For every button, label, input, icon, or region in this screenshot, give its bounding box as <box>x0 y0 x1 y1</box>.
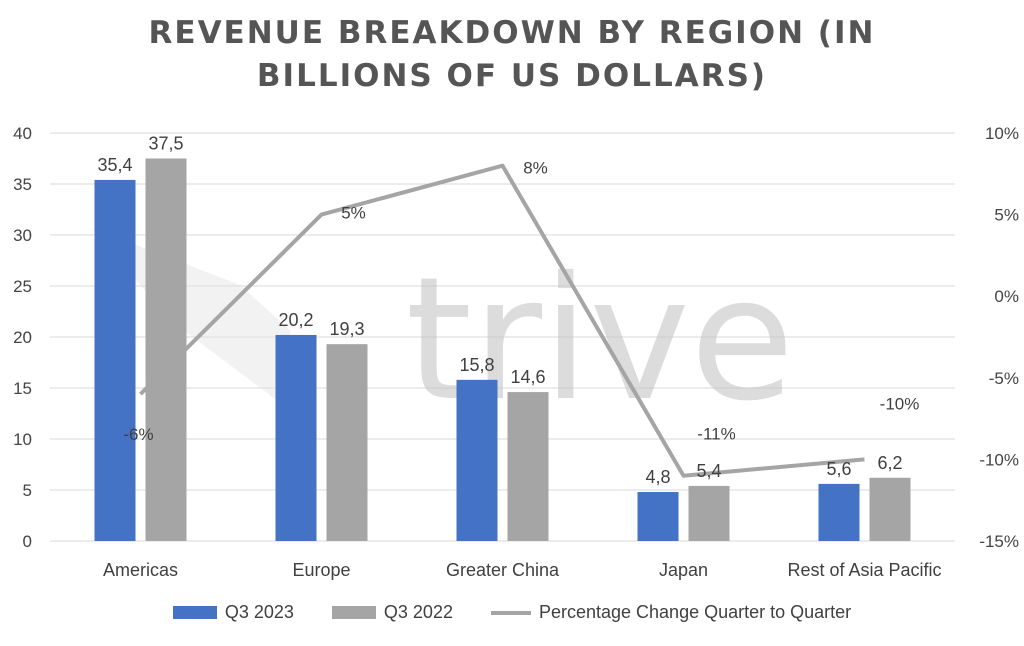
line-data-label-rest-of-asia-pacific: -10% <box>880 394 920 413</box>
x-axis-category-label: Americas <box>103 560 178 580</box>
y-axis-tick-label: 15 <box>13 379 32 398</box>
chart-title-line-1: REVENUE BREAKDOWN BY REGION (IN <box>148 15 876 51</box>
bar-q3-2022-europe <box>326 344 368 541</box>
legend-swatch-q3-2022 <box>331 606 376 619</box>
y-axis-tick-label: 40 <box>13 124 32 143</box>
bar-q3-2023-rest-of-asia-pacific <box>818 483 860 541</box>
line-data-label-japan: -11% <box>697 425 735 444</box>
data-label-q3-2022-rest-of-asia-pacific: 6,2 <box>877 453 902 473</box>
legend-item-q3-2022: Q3 2022 <box>331 602 453 623</box>
line-data-label-europe: 5% <box>341 204 366 223</box>
bar-q3-2022-japan <box>688 485 730 541</box>
data-label-q3-2023-rest-of-asia-pacific: 5,6 <box>826 459 851 479</box>
x-axis-category-label: Europe <box>292 560 350 580</box>
y-axis-tick-label: 20 <box>13 328 32 347</box>
x-axis-category-label: Japan <box>659 560 708 580</box>
line-data-label-americas: -6% <box>123 425 153 444</box>
legend: Q3 2023 Q3 2022 Percentage Change Quarte… <box>0 602 1024 623</box>
y-axis-tick-label: 10 <box>13 430 32 449</box>
legend-item-percentage-change: Percentage Change Quarter to Quarter <box>490 602 852 623</box>
legend-swatch-q3-2023 <box>172 606 217 619</box>
data-label-q3-2023-greater-china: 15,8 <box>459 355 494 375</box>
bar-q3-2022-greater-china <box>507 392 549 541</box>
y2-axis-tick-label: 0% <box>994 287 1019 306</box>
chart-title: REVENUE BREAKDOWN BY REGION (IN BILLIONS… <box>0 12 1024 98</box>
data-label-q3-2022-japan: 5,4 <box>696 461 721 481</box>
bar-q3-2023-greater-china <box>456 379 498 541</box>
bar-q3-2023-europe <box>275 334 317 541</box>
y2-axis-tick-label: -5% <box>989 369 1019 388</box>
x-axis-category-label: Rest of Asia Pacific <box>787 560 941 580</box>
y-axis-tick-label: 0 <box>23 532 32 551</box>
data-label-q3-2022-europe: 19,3 <box>329 319 364 339</box>
y-axis-tick-label: 35 <box>13 175 32 194</box>
legend-label-q3-2022: Q3 2022 <box>383 602 453 622</box>
x-axis-category-label: Greater China <box>446 560 560 580</box>
bar-q3-2023-americas <box>94 179 136 542</box>
data-label-q3-2023-americas: 35,4 <box>97 155 132 175</box>
chart-title-line-2: BILLIONS OF US DOLLARS) <box>256 58 768 94</box>
y2-axis-tick-label: 10% <box>985 124 1019 143</box>
y-axis-tick-label: 30 <box>13 226 32 245</box>
watermark-logo <box>92 228 300 418</box>
y2-axis-tick-label: -10% <box>979 450 1019 469</box>
data-label-q3-2023-europe: 20,2 <box>278 310 313 330</box>
legend-swatch-percentage-change <box>490 610 531 615</box>
line-data-label-greater-china: 8% <box>523 159 548 178</box>
y2-axis-tick-label: -15% <box>979 532 1019 551</box>
percentage-change-line <box>139 163 865 478</box>
legend-label-percentage-change: Percentage Change Quarter to Quarter <box>538 602 852 622</box>
data-label-q3-2022-greater-china: 14,6 <box>510 367 545 387</box>
bar-q3-2023-japan <box>637 492 679 541</box>
data-label-q3-2023-japan: 4,8 <box>645 467 670 487</box>
watermark: trive <box>92 228 794 439</box>
y2-axis-tick-label: 5% <box>994 206 1019 225</box>
data-label-q3-2022-americas: 37,5 <box>148 134 183 154</box>
y-axis-tick-label: 25 <box>13 277 32 296</box>
bar-q3-2022-rest-of-asia-pacific <box>869 477 911 541</box>
legend-item-q3-2023: Q3 2023 <box>172 602 294 623</box>
y-axis-tick-label: 5 <box>23 481 32 500</box>
legend-label-q3-2023: Q3 2023 <box>224 602 294 622</box>
bar-q3-2022-americas <box>145 158 187 541</box>
